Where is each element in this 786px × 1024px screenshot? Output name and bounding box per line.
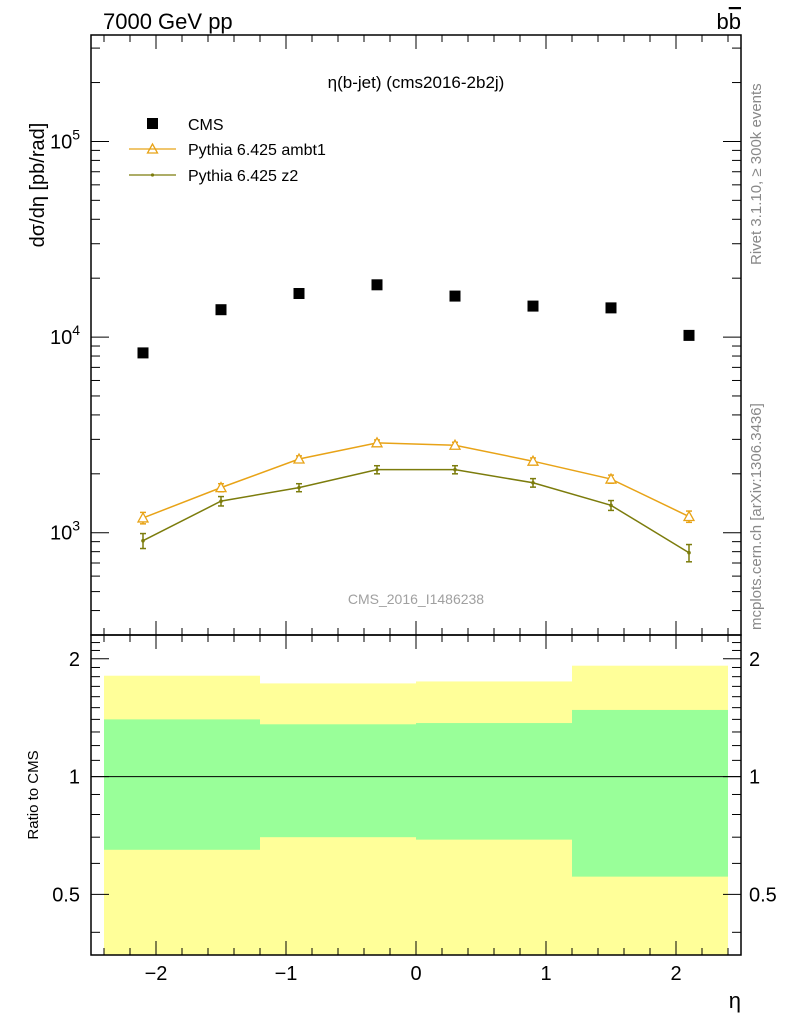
- z2-line: [142, 468, 690, 554]
- ratio-ytick-label-1: 1: [69, 767, 80, 789]
- main-ytick-exp: 4: [72, 322, 80, 338]
- cms-point-5: [527, 300, 539, 312]
- header-left: 7000 GeV pp: [103, 9, 233, 34]
- z2-point-5: [531, 480, 535, 485]
- ratio-xtick-label-1: −1: [275, 963, 298, 985]
- ratio-xtick-label-3: 1: [540, 963, 551, 985]
- z2-point-1: [219, 499, 223, 503]
- cms-point-7: [683, 329, 695, 341]
- ratio-xtick-label-4: 2: [670, 963, 681, 985]
- ratio-bands: [104, 665, 728, 955]
- inner-band-0: [104, 719, 260, 850]
- main-ytick-label-1: 104: [50, 322, 80, 349]
- ratio-ytick-label-2: 2: [69, 649, 80, 671]
- main-ytick-mantissa: 10: [50, 327, 72, 349]
- ratio-ylabel: Ratio to CMS: [25, 750, 42, 839]
- ratio-xlabel: η: [729, 988, 741, 1013]
- header-right-b: b: [717, 9, 729, 34]
- legend-marker-z2: [150, 173, 155, 177]
- z2-point-3: [375, 467, 379, 472]
- ambt1-point-7: [682, 510, 696, 522]
- ratio-ytick-label-0: 0.5: [52, 884, 80, 906]
- z2-point-4: [453, 467, 457, 472]
- header-right: bb: [717, 9, 742, 34]
- main-series: [136, 279, 696, 563]
- legend-label-ambt1: Pythia 6.425 ambt1: [188, 142, 326, 159]
- ratio-xtick-label-0: −2: [145, 963, 168, 985]
- ambt1-point-0: [136, 511, 150, 523]
- legend: CMS Pythia 6.425 ambt1 Pythia 6.425 z2: [129, 117, 326, 185]
- z2-point-0: [141, 538, 145, 543]
- rivet-label: Rivet 3.1.10, ≥ 300k events: [748, 83, 765, 265]
- inner-band-2: [416, 723, 572, 840]
- cms-point-2: [293, 288, 305, 300]
- main-ylabel: dσ/dη [pb/rad]: [27, 123, 49, 248]
- mcplots-label: mcplots.cern.ch [arXiv:1306.3436]: [748, 403, 765, 630]
- z2-point-6: [609, 503, 613, 508]
- ratio-panel: −2 −1 0 1 2 0.5 0.5 1 1 2 2 Ratio to CMS η: [25, 634, 777, 1013]
- ambt1-point-4: [448, 438, 462, 450]
- cms-point-4: [449, 290, 461, 302]
- ambt1-point-2: [292, 452, 306, 464]
- main-ytick-mantissa: 10: [50, 523, 72, 545]
- main-ytick-label-0: 103: [50, 518, 80, 545]
- header-right-bbar: b: [729, 9, 741, 34]
- legend-marker-cms: [147, 118, 158, 129]
- ratio-xtick-label-2: 0: [410, 963, 421, 985]
- ratio-ytick-label-right-0: 0.5: [749, 884, 777, 906]
- cms-point-1: [215, 304, 227, 316]
- ratio-frame: [90, 634, 742, 956]
- legend-label-cms: CMS: [188, 117, 224, 134]
- main-ytick-label-2: 105: [50, 126, 80, 153]
- legend-label-z2: Pythia 6.425 z2: [188, 168, 298, 185]
- z2-point-2: [297, 485, 301, 490]
- cms-point-6: [605, 302, 617, 314]
- cms-point-0: [137, 347, 149, 359]
- ratio-ytick-label-right-2: 2: [749, 649, 760, 671]
- cms-point-3: [371, 279, 383, 291]
- legend-marker-ambt1: [146, 142, 159, 154]
- main-ytick-exp: 5: [72, 126, 80, 142]
- ratio-ytick-label-right-1: 1: [749, 767, 760, 789]
- main-ytick-mantissa: 10: [50, 131, 72, 153]
- main-ytick-exp: 3: [72, 518, 80, 534]
- ambt1-point-3: [370, 436, 384, 448]
- ambt1-point-6: [604, 472, 618, 484]
- analysis-id: CMS_2016_I1486238: [348, 591, 484, 607]
- ambt1-line: [142, 442, 690, 519]
- inner-band-1: [260, 724, 416, 838]
- ambt1-point-5: [526, 454, 540, 466]
- ratio-ticks: −2 −1 0 1 2 0.5 0.5 1 1 2 2: [52, 635, 777, 985]
- ambt1-point-1: [214, 481, 228, 493]
- inner-band-3: [572, 709, 728, 877]
- main-title: η(b-jet) (cms2016-2b2j): [328, 73, 505, 92]
- z2-point-7: [687, 550, 691, 555]
